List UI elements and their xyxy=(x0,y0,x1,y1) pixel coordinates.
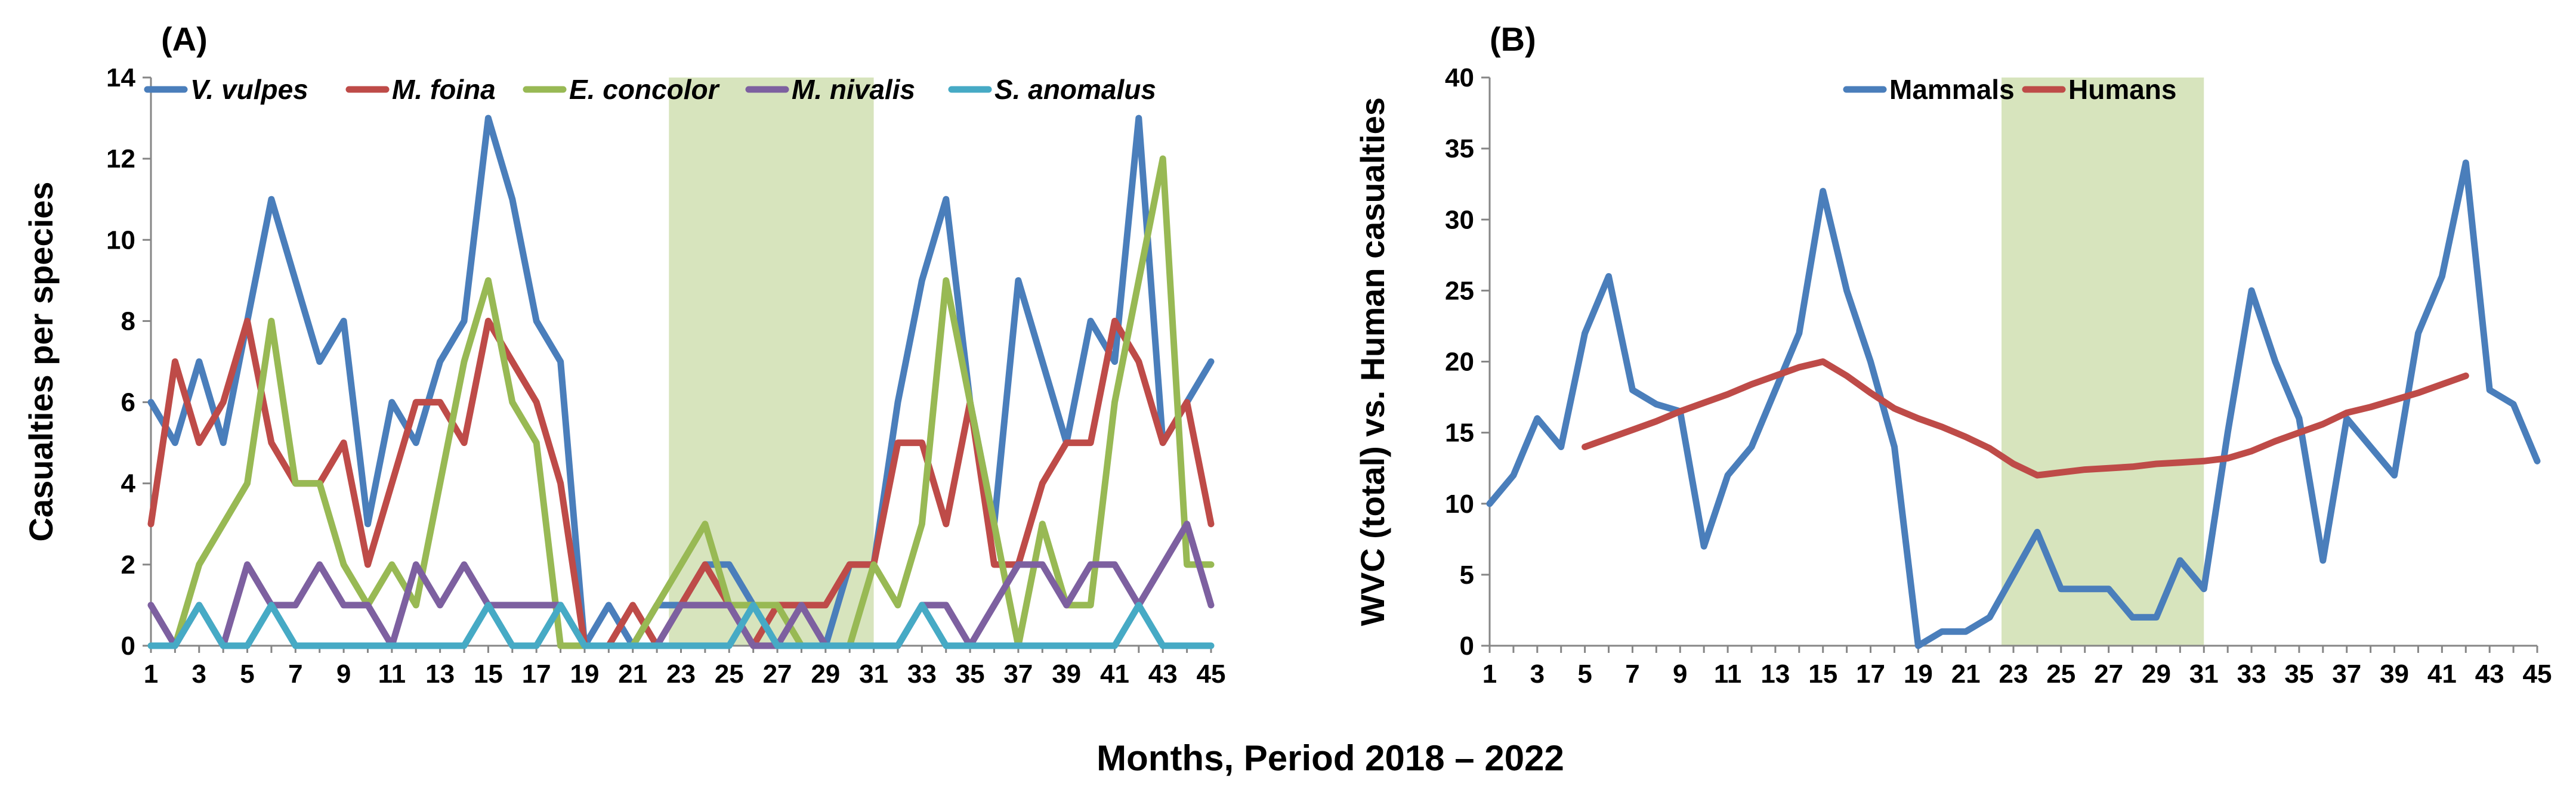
panel-a-x-tick-label: 31 xyxy=(859,659,888,689)
panel-a-x-tick-label: 39 xyxy=(1052,659,1081,689)
panel-b-y-tick-label: 15 xyxy=(1445,419,1474,448)
panel-a-x-tick-label: 37 xyxy=(1003,659,1033,689)
panel-a-legend-label: S. anomalus xyxy=(994,74,1156,105)
panel-b-y-tick-label: 10 xyxy=(1445,490,1474,519)
panel-a-x-tick-label: 23 xyxy=(666,659,696,689)
panel-a-x-tick-label: 15 xyxy=(474,659,503,689)
panel-a-legend-label: M. nivalis xyxy=(792,74,915,105)
panel-b-x-tick-label: 29 xyxy=(2142,659,2171,689)
panel-b-x-tick-label: 25 xyxy=(2046,659,2075,689)
x-axis-label: Months, Period 2018 – 2022 xyxy=(1097,738,1564,778)
panel-a-x-tick-label: 11 xyxy=(378,659,406,689)
panel-b-label: (B) xyxy=(1490,20,1536,58)
panel-b-y-tick-label: 40 xyxy=(1445,63,1474,92)
panel-a-x-tick-label: 13 xyxy=(425,659,455,689)
panel-a-legend-item-m-foina: M. foina xyxy=(345,74,496,105)
panel-a-y-tick-label: 14 xyxy=(106,63,135,92)
panel-a-x-tick-label: 3 xyxy=(192,659,206,689)
panel-b-y-tick-label: 30 xyxy=(1445,205,1474,234)
panel-a-legend-label: M. foina xyxy=(392,74,496,105)
panel-b-x-tick-label: 27 xyxy=(2094,659,2123,689)
panel-b-y-tick-label: 25 xyxy=(1445,276,1474,305)
panel-a-y-tick-label: 12 xyxy=(106,144,135,174)
panel-b-shaded-period xyxy=(2002,78,2204,646)
panel-b-series-humans xyxy=(1582,358,2469,479)
panel-a-x-tick-label: 19 xyxy=(570,659,599,689)
panel-b-x-tick-label: 31 xyxy=(2189,659,2219,689)
panel-b-x-tick-label: 33 xyxy=(2237,659,2266,689)
panel-a-x-tick-label: 27 xyxy=(763,659,792,689)
panel-a-shaded-period xyxy=(669,78,874,646)
panel-a-y-tick-label: 4 xyxy=(121,469,136,498)
panel-a-x-tick-label: 7 xyxy=(288,659,302,689)
panel-b-x-tick-label: 19 xyxy=(1904,659,1933,689)
panel-a-x-tick-label: 43 xyxy=(1148,659,1178,689)
panel-b-legend-label: Mammals xyxy=(1889,74,2015,105)
panel-a-x-tick-label: 41 xyxy=(1100,659,1129,689)
panel-a-legend-label: E. concolor xyxy=(569,74,720,105)
panel-a-y-tick-label: 8 xyxy=(121,306,135,336)
panel-b-y-tick-label: 0 xyxy=(1460,631,1474,661)
panel-b-x-tick-label: 7 xyxy=(1625,659,1639,689)
panel-b-x-tick-label: 45 xyxy=(2523,659,2552,689)
panel-a-legend-item-e-concolor: E. concolor xyxy=(523,74,720,105)
panel-b-x-tick-label: 11 xyxy=(1714,659,1742,689)
panel-a-legend: V. vulpes M. foina E. concolor M. nivalis S.… xyxy=(144,74,1156,105)
panel-b-series-mammals xyxy=(1486,159,2541,649)
panel-a-x-tick-label: 21 xyxy=(618,659,647,689)
panel-a-series-m-nivalis xyxy=(147,521,1215,649)
panel-a-y-tick-label: 6 xyxy=(121,388,135,417)
panel-b-y-tick-label: 20 xyxy=(1445,348,1474,377)
panel-b-legend-item-humans: Humans xyxy=(2022,74,2176,105)
panel-a-x-tick-label: 45 xyxy=(1197,659,1226,689)
panel-a-y-axis-label: Casualties per species xyxy=(22,182,60,542)
panel-a-legend-label: V. vulpes xyxy=(190,74,308,105)
panel-b-x-tick-label: 1 xyxy=(1482,659,1497,689)
panel-b-x-tick-label: 5 xyxy=(1577,659,1592,689)
panel-b-x-tick-label: 41 xyxy=(2427,659,2457,689)
panel-b-x-tick-label: 13 xyxy=(1760,659,1790,689)
panel-a-y-tick-label: 2 xyxy=(121,550,135,580)
panel-b-x-tick-label: 3 xyxy=(1530,659,1545,689)
panel-a-x-tick-label: 9 xyxy=(336,659,351,689)
panel-b-legend-item-mammals: Mammals xyxy=(1843,74,2015,105)
panel-a-y-tick-label: 0 xyxy=(121,631,135,661)
panel-a-x-tick-label: 29 xyxy=(811,659,840,689)
panel-a-x-tick-label: 17 xyxy=(522,659,551,689)
panel-a-series-s-anomalus xyxy=(147,602,1215,649)
panel-a-x-tick-label: 5 xyxy=(240,659,254,689)
panel-b-legend-label: Humans xyxy=(2068,74,2176,105)
panel-b-x-tick-label: 23 xyxy=(1999,659,2028,689)
panel-b-x-tick-label: 21 xyxy=(1951,659,1981,689)
panel-a-x-tick-label: 33 xyxy=(907,659,937,689)
panel-a-legend-item-v-vulpes: V. vulpes xyxy=(144,74,308,105)
panel-b-legend: Mammals Humans xyxy=(1843,74,2176,105)
panel-b-y-tick-label: 35 xyxy=(1445,134,1474,163)
panel-a-x-tick-label: 1 xyxy=(144,659,158,689)
panel-a-x-tick-label: 25 xyxy=(715,659,744,689)
panel-b-x-tick-label: 9 xyxy=(1673,659,1687,689)
panel-a-x-tick-label: 35 xyxy=(956,659,985,689)
panel-b-x-tick-label: 15 xyxy=(1808,659,1837,689)
panel-b-y-axis-label: WVC (total) vs. Human casualties xyxy=(1354,97,1391,626)
panel-a-legend-item-s-anomalus: S. anomalus xyxy=(948,74,1156,105)
panel-a-legend-item-m-nivalis: M. nivalis xyxy=(745,74,915,105)
panel-b-x-tick-label: 35 xyxy=(2284,659,2314,689)
panel-a-y-tick-label: 10 xyxy=(106,225,135,255)
panel-b-x-tick-label: 17 xyxy=(1856,659,1885,689)
panel-b-x-tick-label: 39 xyxy=(2380,659,2409,689)
panel-b-x-tick-label: 43 xyxy=(2475,659,2504,689)
panel-b-x-tick-label: 37 xyxy=(2332,659,2361,689)
panel-a-label: (A) xyxy=(161,20,208,58)
panel-b-y-tick-label: 5 xyxy=(1460,560,1474,590)
